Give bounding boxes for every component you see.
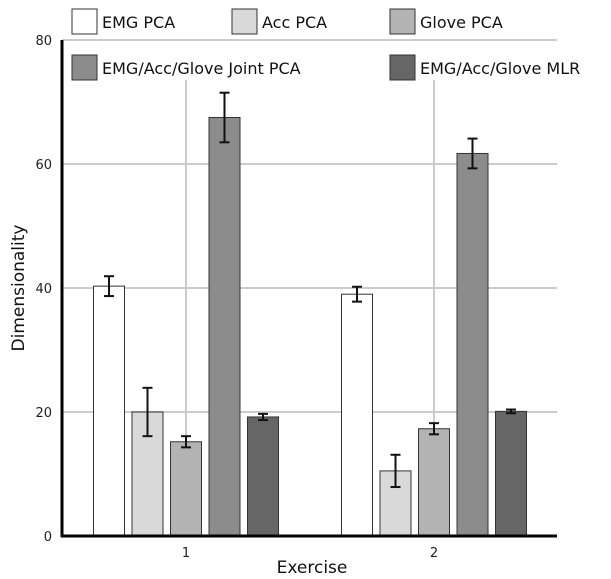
x-tick-label: 1 (182, 546, 190, 561)
bars (93, 91, 527, 537)
bar (170, 441, 202, 537)
y-tick-label: 0 (44, 530, 52, 545)
legend-swatch (389, 8, 416, 35)
bar (418, 428, 450, 537)
bar (495, 410, 527, 537)
bar (93, 285, 125, 537)
y-tick-label: 40 (35, 282, 52, 297)
legend-swatch (71, 54, 98, 81)
bar (247, 416, 279, 537)
y-tick-label: 80 (35, 34, 52, 49)
legend-label: Glove PCA (420, 13, 503, 32)
legend-label: EMG PCA (102, 13, 175, 32)
axes: 0 20 40 60 80 1 2 (35, 34, 557, 561)
x-tick-label: 2 (430, 546, 438, 561)
legend-swatch (71, 8, 98, 35)
legend-label: Acc PCA (262, 13, 327, 32)
y-axis-label: Dimensionality (9, 225, 29, 352)
bar (208, 117, 241, 537)
bar (456, 152, 489, 537)
legend-label: EMG/Acc/Glove Joint PCA (102, 59, 301, 78)
x-axis-label: Exercise (277, 558, 348, 578)
y-tick-label: 20 (35, 406, 52, 421)
y-tick-label: 60 (35, 158, 52, 173)
legend-swatch (389, 54, 416, 81)
legend-swatch (231, 8, 258, 35)
legend: EMG PCA Acc PCA Glove PCA EMG/Acc/Glove Joi… (71, 8, 580, 81)
bar (341, 293, 373, 537)
legend-label: EMG/Acc/Glove MLR (420, 59, 580, 78)
